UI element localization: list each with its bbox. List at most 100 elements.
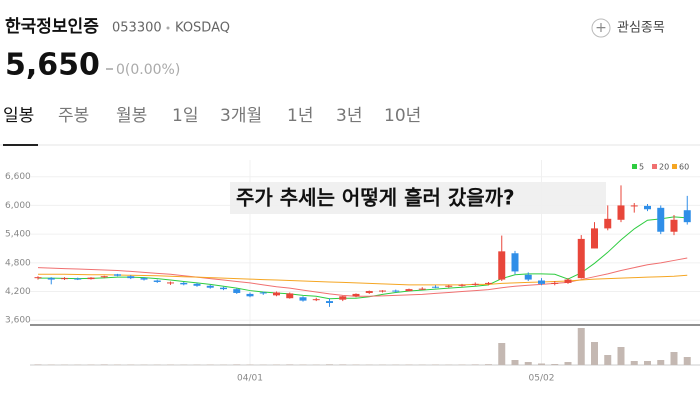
candle-body xyxy=(339,296,347,300)
volume-bar xyxy=(34,364,42,365)
volume-bar xyxy=(630,361,638,365)
watch-icon xyxy=(591,18,611,38)
candle-body xyxy=(392,290,400,292)
candle-body xyxy=(538,280,545,284)
candle-body xyxy=(193,283,201,286)
volume-bar xyxy=(87,364,95,365)
volume-bar xyxy=(273,364,280,365)
volume-bar xyxy=(644,361,651,365)
volume-bar xyxy=(299,364,307,365)
candle-body xyxy=(299,297,307,301)
candle-body xyxy=(47,278,55,280)
price: 5,650 xyxy=(5,48,100,83)
candle-body xyxy=(167,282,174,284)
annotation: 주가 추세는 어떻게 흘러 갔을까? xyxy=(236,186,515,210)
candle-body xyxy=(617,205,625,220)
candle-body xyxy=(87,277,95,280)
candle-body xyxy=(644,205,651,210)
legend-label: 5 xyxy=(639,163,644,172)
legend-swatch xyxy=(632,164,637,169)
candle-body xyxy=(100,276,108,278)
volume-bar xyxy=(127,364,135,365)
stock-name: 한국정보인증 xyxy=(5,17,99,37)
y-tick-label: 5,400 xyxy=(5,230,31,240)
tab[interactable]: 월봉 xyxy=(116,106,147,126)
volume-bar xyxy=(670,352,678,365)
volume-bar xyxy=(352,364,360,365)
tab[interactable]: 1년 xyxy=(287,106,313,126)
candle-body xyxy=(471,283,479,285)
candle-body xyxy=(683,210,691,223)
legend-swatch xyxy=(652,164,657,169)
volume-bar xyxy=(564,362,572,365)
candle-body xyxy=(180,282,188,285)
candle-body xyxy=(206,285,214,288)
volume-bar xyxy=(47,364,55,365)
candle-body xyxy=(74,278,82,280)
volume-bar xyxy=(114,364,121,365)
candle-body xyxy=(657,207,665,232)
volume-bar xyxy=(485,364,492,365)
candle-body xyxy=(34,277,42,279)
volume-bar xyxy=(577,328,585,365)
candle-body xyxy=(445,285,453,287)
candle-body xyxy=(432,286,439,288)
candle-body xyxy=(352,293,360,297)
legend-label: 20 xyxy=(659,163,669,172)
tab[interactable]: 일봉 xyxy=(3,106,34,126)
tab[interactable]: 주봉 xyxy=(58,106,89,126)
candle-body xyxy=(511,253,519,272)
volume-bar xyxy=(604,355,612,365)
volume-bar xyxy=(683,357,691,365)
legend-label: 60 xyxy=(679,163,689,172)
x-tick-label: 04/01 xyxy=(237,374,263,384)
candle-body xyxy=(233,289,241,293)
volume-bar xyxy=(591,342,598,365)
candle-body xyxy=(604,218,612,229)
candle-body xyxy=(405,289,413,292)
volume-bar xyxy=(326,364,333,365)
candle-body xyxy=(630,205,638,207)
volume-bar xyxy=(551,364,559,365)
candle-body xyxy=(551,282,559,284)
y-tick-label: 4,200 xyxy=(5,287,31,297)
plus: + xyxy=(595,20,607,36)
tab[interactable]: 10년 xyxy=(384,106,421,126)
candle-body xyxy=(524,274,532,280)
volume-bar xyxy=(498,343,506,365)
candle-body xyxy=(246,293,254,297)
tab[interactable]: 3년 xyxy=(336,106,362,126)
ma-line xyxy=(38,216,688,300)
volume-bar xyxy=(246,364,254,365)
candle-body xyxy=(498,251,506,280)
candle-body xyxy=(591,228,598,249)
candle-body xyxy=(220,287,227,290)
ma-line xyxy=(38,273,688,286)
candle-body xyxy=(127,276,135,279)
candle-body xyxy=(418,288,426,290)
volume-bar xyxy=(206,364,214,365)
tab[interactable]: 3개월 xyxy=(220,106,262,126)
volume-bar xyxy=(657,360,665,365)
volume-bar xyxy=(538,363,545,365)
candle-body xyxy=(564,279,572,283)
plot: 3,600 4,200 4,800 5,400 6,000 6,600 04/01 05/02… xyxy=(5,160,700,384)
candle-body xyxy=(61,278,68,280)
candle-body xyxy=(114,274,121,276)
candle-body xyxy=(273,292,280,296)
candle-body xyxy=(153,280,161,282)
volume-bar xyxy=(405,364,413,365)
volume-bar xyxy=(432,364,439,365)
annotation-box xyxy=(230,182,606,214)
volume-bar xyxy=(511,360,519,365)
y-tick-label: 3,600 xyxy=(5,316,31,326)
volume-bar xyxy=(233,364,241,365)
tab[interactable]: 1일 xyxy=(172,106,198,126)
volume-bar xyxy=(471,364,479,365)
candle-body xyxy=(577,238,585,279)
watch-button[interactable]: + 관심종목 xyxy=(591,18,665,38)
volume-bar xyxy=(100,364,108,365)
separator-dot xyxy=(166,26,170,30)
